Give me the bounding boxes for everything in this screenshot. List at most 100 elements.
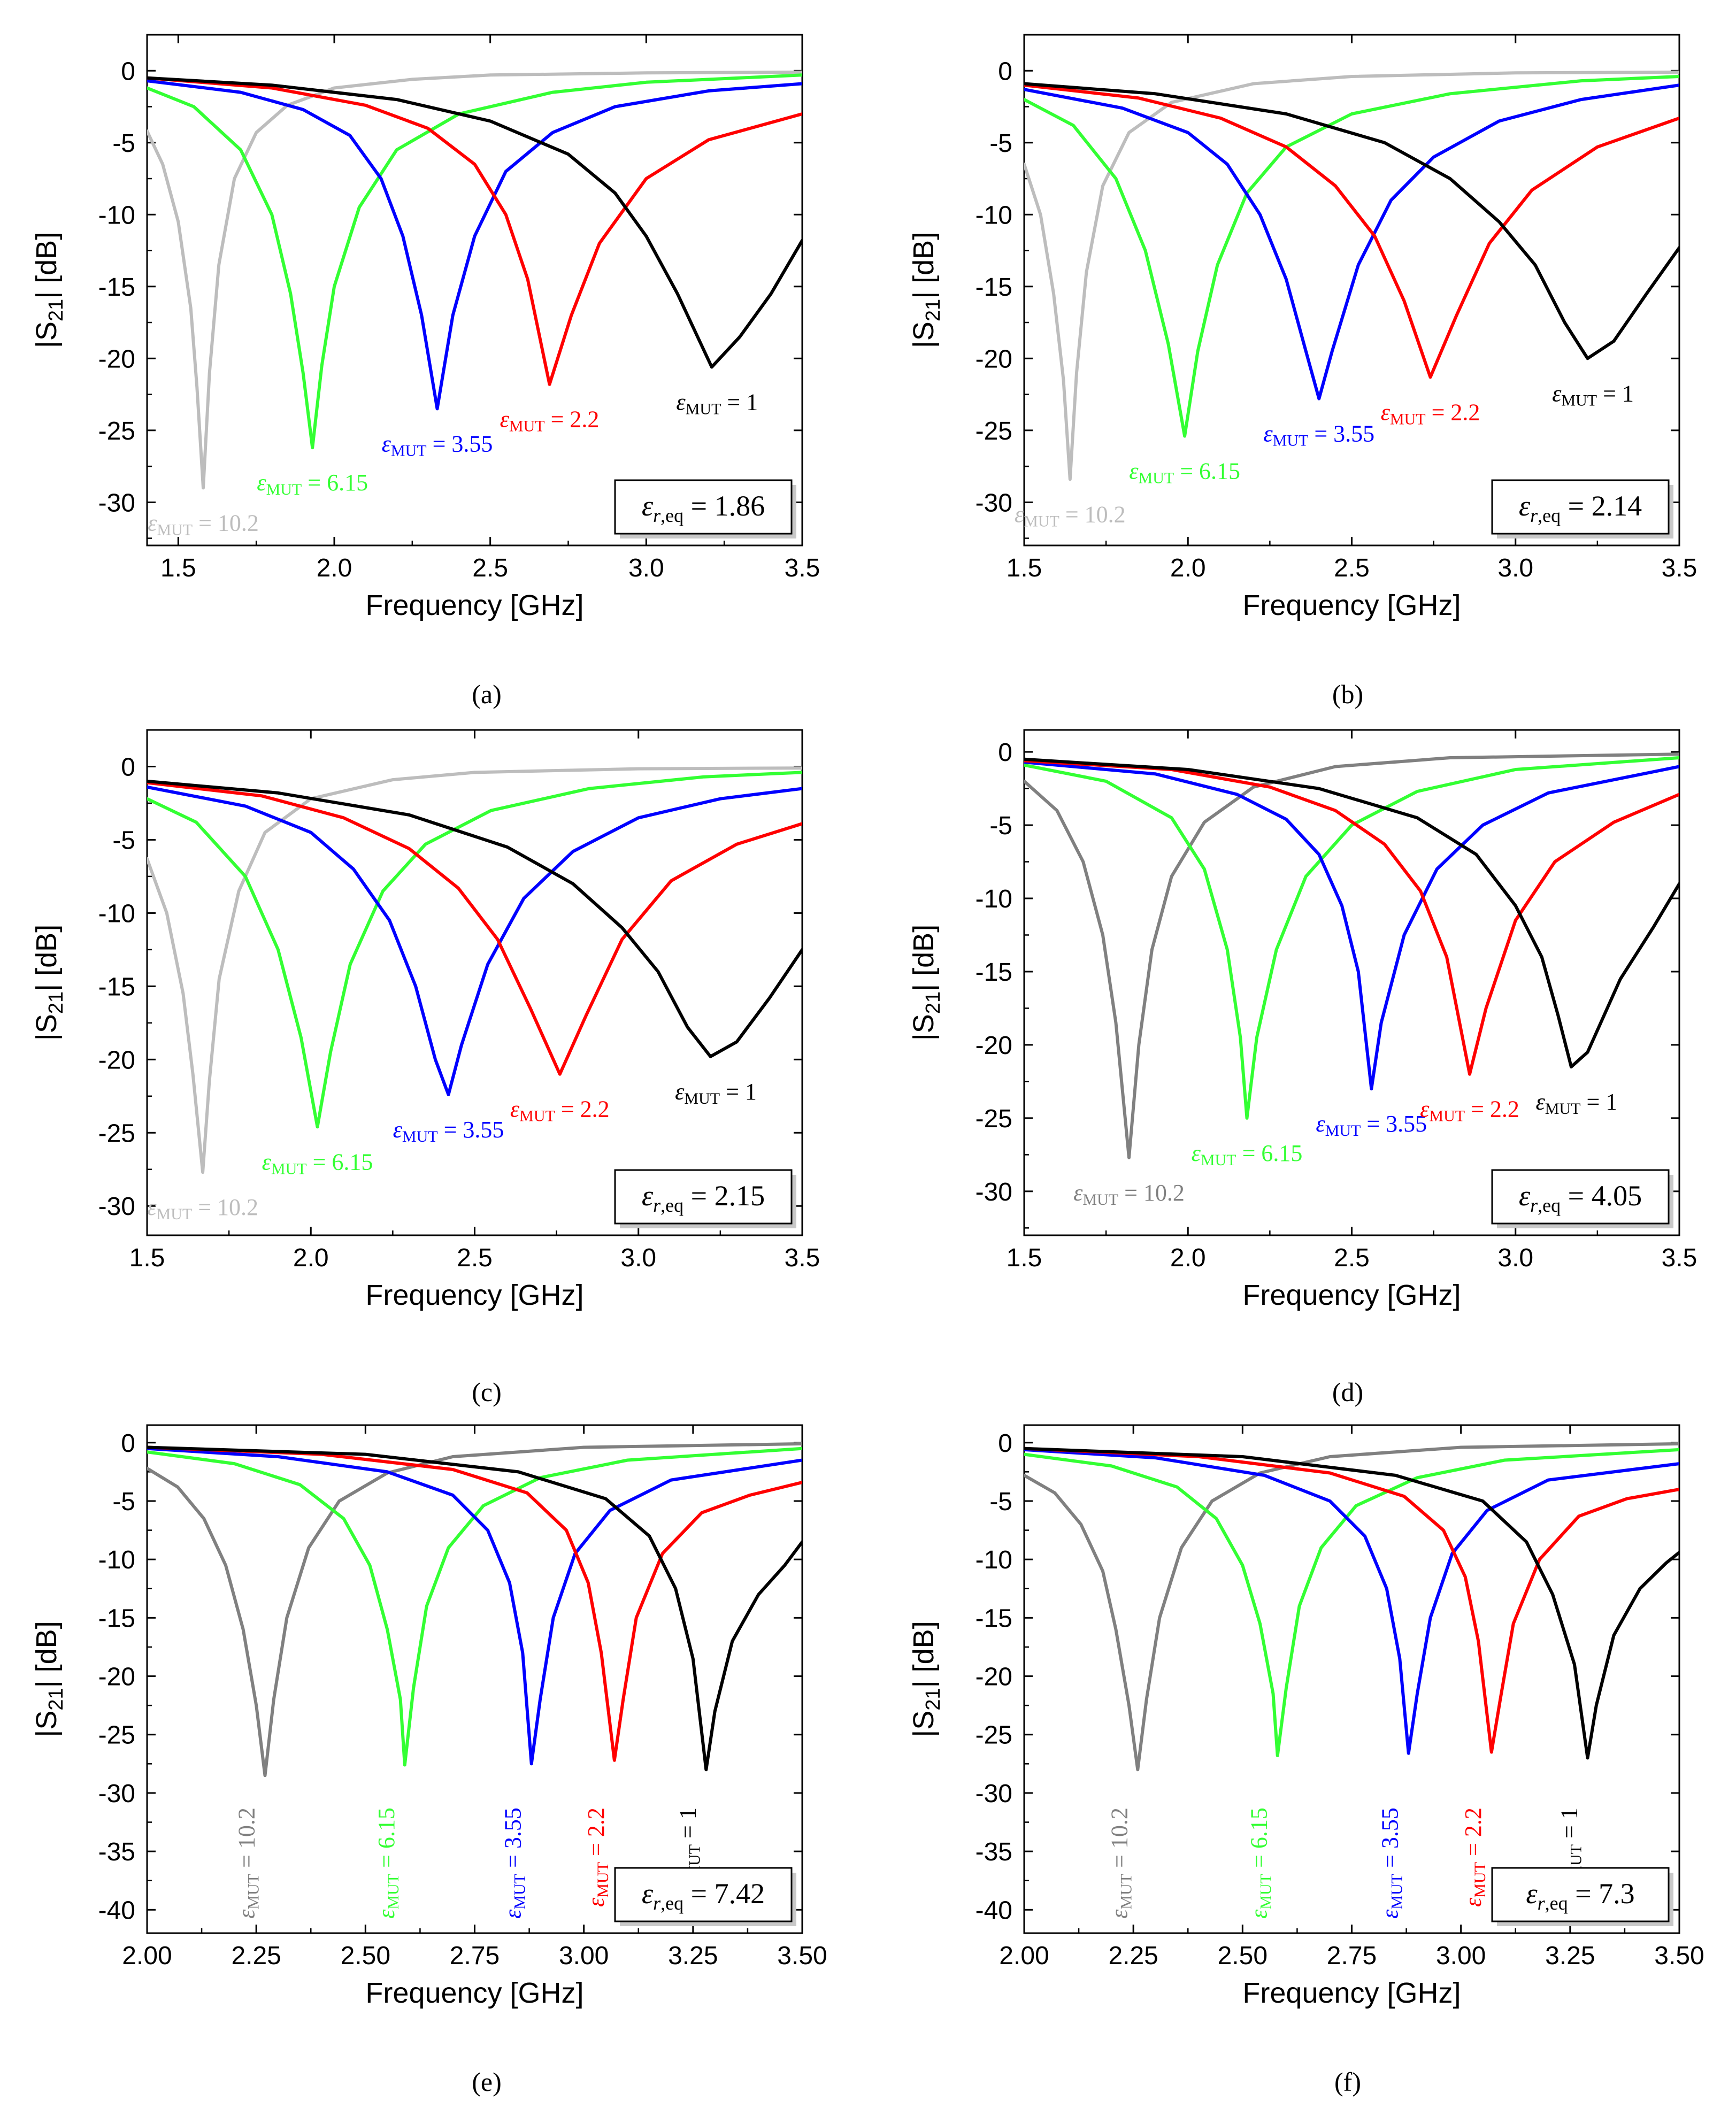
x-tick-label: 1.5 bbox=[1007, 1244, 1042, 1272]
chart-panel-1: 1.5 2.0 2.5 3.0 3.5 0 -5 -10 -15 -20 -25 -30 Frequen… bbox=[30, 34, 820, 709]
x-tick-label: 2.5 bbox=[1334, 554, 1370, 582]
series-label: εMUT = 3.55 bbox=[1263, 421, 1374, 450]
x-tick-label: 2.5 bbox=[472, 554, 508, 582]
y-tick-label: -30 bbox=[975, 1178, 1012, 1206]
x-tick-label: 3.5 bbox=[785, 1244, 820, 1272]
y-axis-label: |S21| [dB] bbox=[908, 925, 944, 1041]
series-line-6-15 bbox=[1024, 75, 1679, 438]
series-label: εMUT = 6.15 bbox=[262, 1149, 373, 1178]
x-tick-label: 3.0 bbox=[620, 1244, 656, 1272]
x-tick-label: 2.75 bbox=[450, 1942, 500, 1970]
panel-caption: (e) bbox=[472, 2067, 502, 2097]
series-group bbox=[147, 70, 802, 490]
y-tick-label: -15 bbox=[975, 273, 1012, 302]
series-label: εMUT = 2.2 bbox=[1381, 399, 1480, 428]
y-tick-label: -20 bbox=[975, 1663, 1012, 1691]
series-label: εMUT = 10.2 bbox=[148, 510, 259, 538]
eq-permittivity-label: εr,eq = 1.86 bbox=[642, 490, 765, 526]
y-tick-label: -5 bbox=[112, 1488, 135, 1516]
y-tick-label: -15 bbox=[98, 973, 135, 1001]
x-tick-label: 2.50 bbox=[1218, 1942, 1268, 1970]
chart-panel-4: 1.5 2.0 2.5 3.0 3.5 0 -5 -10 -15 -20 -25 -30 Frequen… bbox=[908, 729, 1697, 1407]
series-label: εMUT = 1 bbox=[675, 1079, 757, 1107]
y-tick-label: -20 bbox=[975, 1032, 1012, 1060]
series-line-10-2 bbox=[1024, 1442, 1679, 1772]
y-tick-label: -15 bbox=[98, 273, 135, 302]
y-tick-label: -30 bbox=[98, 1780, 135, 1808]
series-line-3-55 bbox=[147, 1447, 802, 1766]
series-label: εMUT = 2.2 bbox=[583, 1807, 612, 1907]
y-tick-label: -40 bbox=[98, 1896, 135, 1925]
y-axis-label: |S21| [dB] bbox=[30, 1621, 67, 1737]
series-line-1 bbox=[1024, 82, 1679, 360]
series-label: εMUT = 3.55 bbox=[1316, 1111, 1427, 1140]
y-axis-label: |S21| [dB] bbox=[30, 232, 67, 348]
x-axis-label: Frequency [GHz] bbox=[365, 1279, 583, 1311]
series-line-1 bbox=[147, 76, 802, 369]
chart-panel-3: 1.5 2.0 2.5 3.0 3.5 0 -5 -10 -15 -20 -25 -30 Frequen… bbox=[30, 729, 820, 1407]
plot-frame bbox=[146, 34, 803, 547]
eq-box bbox=[1491, 1867, 1670, 1922]
y-tick-label: -15 bbox=[975, 1604, 1012, 1633]
x-tick-label: 2.0 bbox=[1170, 1244, 1206, 1272]
series-line-2-2 bbox=[1024, 1447, 1679, 1754]
y-tick-label: -5 bbox=[989, 812, 1012, 840]
panel-caption: (d) bbox=[1332, 1377, 1363, 1407]
x-tick-label: 2.75 bbox=[1327, 1942, 1377, 1970]
series-label: εMUT = 10.2 bbox=[1073, 1180, 1185, 1209]
x-axis-label: Frequency [GHz] bbox=[365, 589, 583, 621]
y-axis-label: |S21| [dB] bbox=[908, 1621, 944, 1737]
x-tick-label: 3.50 bbox=[1654, 1942, 1704, 1970]
series-line-10-2 bbox=[147, 1442, 802, 1778]
y-tick-label: -5 bbox=[989, 129, 1012, 158]
x-tick-label: 2.0 bbox=[293, 1244, 329, 1272]
x-tick-label: 2.00 bbox=[122, 1942, 172, 1970]
y-tick-label: -10 bbox=[975, 1546, 1012, 1574]
eq-permittivity-label: εr,eq = 7.42 bbox=[642, 1878, 765, 1914]
y-tick-label: -15 bbox=[975, 958, 1012, 987]
series-group bbox=[147, 1442, 802, 1778]
series-label: εMUT = 6.15 bbox=[1192, 1140, 1303, 1169]
x-tick-label: 2.25 bbox=[231, 1942, 281, 1970]
plot-frame bbox=[1023, 729, 1680, 1236]
y-tick-label: -10 bbox=[975, 885, 1012, 913]
panel-caption: (f) bbox=[1334, 2067, 1361, 2097]
series-line-6-15 bbox=[147, 73, 802, 450]
series-line-3-55 bbox=[1024, 83, 1679, 401]
series-line-3-55 bbox=[147, 79, 802, 411]
y-tick-label: -25 bbox=[98, 417, 135, 445]
eq-permittivity-label: εr,eq = 4.05 bbox=[1519, 1180, 1642, 1216]
y-tick-label: -10 bbox=[98, 201, 135, 229]
series-label: εMUT = 10.2 bbox=[1106, 1807, 1135, 1919]
eq-box bbox=[1491, 1169, 1670, 1225]
x-axis-label: Frequency [GHz] bbox=[1242, 589, 1461, 621]
x-tick-label: 2.5 bbox=[1334, 1244, 1370, 1272]
series-line-10-2 bbox=[1024, 752, 1679, 1159]
series-line-2-2 bbox=[147, 76, 802, 386]
y-tick-label: -30 bbox=[975, 1780, 1012, 1808]
series-label: εMUT = 3.55 bbox=[382, 430, 493, 459]
x-tick-label: 3.0 bbox=[1497, 554, 1533, 582]
y-tick-label: 0 bbox=[121, 57, 135, 86]
chart-panel-2: 1.5 2.0 2.5 3.0 3.5 0 -5 -10 -15 -20 -25 -30 Frequen… bbox=[908, 34, 1697, 709]
y-tick-label: -10 bbox=[98, 1546, 135, 1574]
series-label: εMUT = 1 bbox=[676, 389, 758, 418]
x-tick-label: 3.25 bbox=[668, 1942, 718, 1970]
y-tick-label: -20 bbox=[98, 1663, 135, 1691]
eq-box bbox=[614, 1169, 793, 1225]
y-tick-label: -15 bbox=[98, 1604, 135, 1633]
series-label: εMUT = 2.2 bbox=[510, 1096, 610, 1125]
series-line-1 bbox=[147, 1445, 802, 1772]
series-line-2-2 bbox=[147, 1445, 802, 1762]
series-label: εMUT = 6.15 bbox=[1246, 1807, 1275, 1919]
y-tick-label: 0 bbox=[121, 753, 135, 781]
x-tick-label: 3.5 bbox=[785, 554, 820, 582]
series-line-10-2 bbox=[1024, 70, 1679, 481]
x-tick-label: 3.5 bbox=[1662, 1244, 1697, 1272]
series-label: εMUT = 3.55 bbox=[500, 1807, 529, 1919]
series-line-6-15 bbox=[1024, 1448, 1679, 1757]
x-tick-label: 3.5 bbox=[1662, 554, 1697, 582]
eq-box bbox=[614, 1867, 793, 1922]
series-group bbox=[1024, 752, 1679, 1159]
y-tick-label: 0 bbox=[998, 738, 1012, 767]
